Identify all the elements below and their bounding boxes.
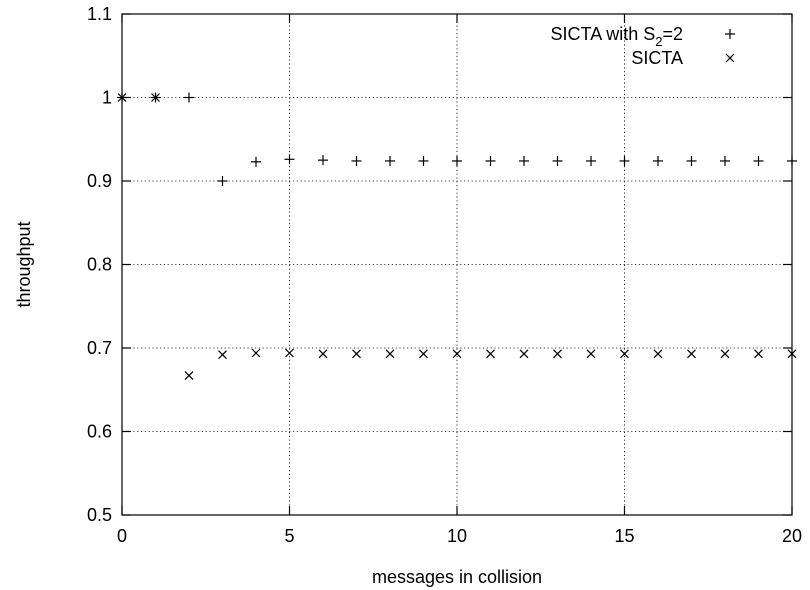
data-point <box>385 349 395 359</box>
data-point <box>284 154 295 165</box>
data-point <box>117 93 127 102</box>
data-point <box>352 349 361 359</box>
y-tick-label: 0.8 <box>87 255 112 275</box>
data-point <box>720 349 730 359</box>
data-point <box>151 93 160 102</box>
data-point <box>418 155 429 166</box>
data-point <box>251 156 261 167</box>
y-tick-label: 0.5 <box>87 505 112 525</box>
data-point <box>619 155 630 166</box>
x-tick-label: 0 <box>117 526 127 546</box>
data-point <box>687 349 696 359</box>
x-tick-label: 5 <box>284 526 294 546</box>
data-point <box>184 371 194 380</box>
data-point <box>452 155 462 166</box>
tick-labels: 0 5 10 15 20 0.5 0.6 0.7 0.8 0.9 1 1.1 <box>87 4 802 546</box>
x-tick-label: 10 <box>447 526 467 546</box>
series-sicta <box>117 93 797 380</box>
data-point <box>217 176 228 186</box>
data-point <box>787 349 797 359</box>
data-point <box>754 349 763 359</box>
axis-ticks <box>121 13 793 516</box>
data-point <box>318 349 328 359</box>
legend-label: SICTA <box>631 48 683 68</box>
y-tick-label: 1.1 <box>87 4 112 24</box>
data-point <box>419 349 428 359</box>
data-point <box>653 349 663 359</box>
data-point <box>486 349 495 359</box>
x-axis-label: messages in collision <box>372 567 542 587</box>
data-point <box>620 349 629 359</box>
data-point <box>184 92 194 103</box>
data-point <box>318 155 328 166</box>
data-point <box>452 349 462 359</box>
y-tick-label: 0.9 <box>87 171 112 191</box>
x-tick-label: 20 <box>782 526 802 546</box>
series-sicta-s2 <box>117 92 797 186</box>
grid-lines <box>122 14 792 515</box>
data-point <box>653 155 663 166</box>
data-point <box>385 155 395 166</box>
legend-marker <box>725 53 735 63</box>
data-point <box>686 155 697 166</box>
legend-label: SICTA with S2=2 <box>551 24 683 49</box>
legend-entry: SICTA with S2=2 <box>551 24 735 49</box>
data-point <box>485 155 496 166</box>
data-point <box>218 350 227 360</box>
data-point <box>586 155 596 166</box>
x-tick-label: 15 <box>614 526 634 546</box>
data-point <box>753 155 764 166</box>
legend-entry: SICTA <box>631 48 735 68</box>
data-points <box>117 92 797 380</box>
data-point <box>720 155 730 166</box>
data-point <box>787 155 797 166</box>
data-point <box>519 349 529 359</box>
legend-marker <box>725 29 735 39</box>
y-tick-label: 0.6 <box>87 422 112 442</box>
data-point <box>251 348 261 358</box>
data-point <box>519 155 529 166</box>
y-axis-label: throughput <box>14 221 34 307</box>
data-point <box>351 155 362 166</box>
data-point <box>586 349 596 359</box>
data-point <box>553 349 562 359</box>
y-tick-label: 0.7 <box>87 338 112 358</box>
data-point <box>285 348 294 358</box>
data-point <box>552 155 563 166</box>
y-tick-label: 1 <box>102 88 112 108</box>
